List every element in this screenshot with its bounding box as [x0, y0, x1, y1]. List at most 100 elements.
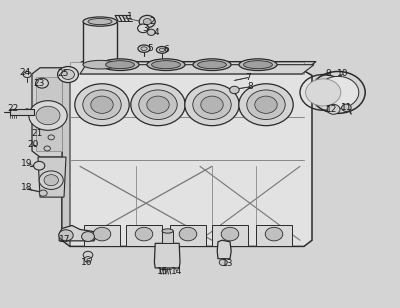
Circle shape	[23, 71, 31, 78]
Polygon shape	[62, 71, 312, 246]
Polygon shape	[32, 68, 70, 157]
Circle shape	[317, 76, 359, 108]
Circle shape	[36, 78, 48, 88]
Ellipse shape	[159, 48, 165, 52]
Text: 3: 3	[142, 24, 148, 33]
Circle shape	[83, 251, 93, 259]
Circle shape	[143, 18, 151, 25]
Polygon shape	[217, 240, 231, 259]
Text: 6: 6	[163, 45, 169, 55]
Circle shape	[139, 90, 177, 120]
Text: 5: 5	[147, 44, 153, 53]
Text: 7: 7	[245, 73, 251, 82]
Circle shape	[265, 227, 283, 241]
Text: 10: 10	[338, 69, 349, 79]
Ellipse shape	[83, 60, 117, 69]
Circle shape	[48, 135, 54, 140]
Circle shape	[93, 227, 111, 241]
Ellipse shape	[193, 59, 231, 71]
Circle shape	[39, 190, 47, 196]
Ellipse shape	[244, 61, 272, 69]
Polygon shape	[80, 65, 314, 74]
Circle shape	[306, 79, 341, 106]
Ellipse shape	[83, 17, 117, 26]
Circle shape	[138, 24, 149, 33]
Circle shape	[221, 227, 239, 241]
Circle shape	[83, 90, 121, 120]
Circle shape	[147, 96, 169, 113]
Circle shape	[193, 90, 231, 120]
Ellipse shape	[88, 18, 112, 25]
Circle shape	[34, 161, 45, 170]
Bar	[83, 22, 117, 65]
Text: 12: 12	[326, 105, 337, 114]
Text: 15: 15	[158, 267, 169, 276]
Text: 22: 22	[7, 104, 18, 113]
Ellipse shape	[162, 229, 173, 233]
Circle shape	[139, 15, 155, 28]
Ellipse shape	[101, 59, 139, 71]
Circle shape	[91, 96, 113, 113]
Circle shape	[201, 96, 223, 113]
Bar	[10, 109, 34, 115]
Circle shape	[342, 104, 351, 111]
Circle shape	[230, 86, 239, 94]
Ellipse shape	[138, 45, 150, 52]
Ellipse shape	[152, 61, 180, 69]
Text: 9: 9	[325, 69, 331, 79]
Circle shape	[239, 84, 293, 126]
Circle shape	[247, 90, 285, 120]
Ellipse shape	[198, 61, 226, 69]
Polygon shape	[62, 71, 70, 246]
Circle shape	[58, 67, 78, 83]
Text: 11: 11	[342, 103, 353, 112]
Text: 24: 24	[19, 68, 30, 77]
Ellipse shape	[147, 59, 185, 71]
Text: 21: 21	[31, 128, 42, 138]
Polygon shape	[59, 225, 96, 241]
Circle shape	[82, 232, 94, 241]
Text: 1: 1	[127, 12, 133, 22]
Text: 13: 13	[222, 259, 234, 268]
Text: 19: 19	[22, 159, 33, 168]
Polygon shape	[126, 225, 162, 246]
Circle shape	[327, 104, 340, 114]
Circle shape	[135, 227, 153, 241]
Polygon shape	[38, 157, 66, 197]
Ellipse shape	[106, 61, 134, 69]
Text: 25: 25	[58, 69, 69, 79]
Circle shape	[147, 29, 155, 35]
Circle shape	[255, 96, 277, 113]
Polygon shape	[154, 243, 180, 268]
Circle shape	[59, 230, 73, 241]
Text: 2: 2	[149, 17, 155, 26]
Circle shape	[75, 84, 129, 126]
Text: 16: 16	[82, 258, 93, 267]
Text: 18: 18	[22, 183, 33, 192]
Polygon shape	[70, 62, 316, 71]
Circle shape	[62, 70, 74, 79]
Text: 8: 8	[247, 82, 253, 91]
Text: 14: 14	[171, 267, 182, 276]
Polygon shape	[170, 225, 206, 246]
Text: 23: 23	[34, 79, 45, 88]
Text: 20: 20	[27, 140, 38, 149]
Ellipse shape	[239, 59, 277, 71]
Circle shape	[84, 257, 92, 262]
Polygon shape	[212, 225, 248, 246]
Polygon shape	[256, 225, 292, 246]
Circle shape	[219, 259, 227, 265]
Circle shape	[131, 84, 185, 126]
Circle shape	[39, 171, 63, 189]
Circle shape	[179, 227, 197, 241]
Text: 4: 4	[153, 28, 159, 37]
Ellipse shape	[141, 47, 147, 51]
Polygon shape	[84, 225, 120, 246]
Circle shape	[29, 101, 67, 130]
Polygon shape	[36, 77, 62, 151]
Bar	[162, 231, 173, 243]
Text: 17: 17	[59, 235, 70, 244]
Circle shape	[185, 84, 239, 126]
Circle shape	[44, 146, 50, 151]
Circle shape	[36, 106, 60, 125]
